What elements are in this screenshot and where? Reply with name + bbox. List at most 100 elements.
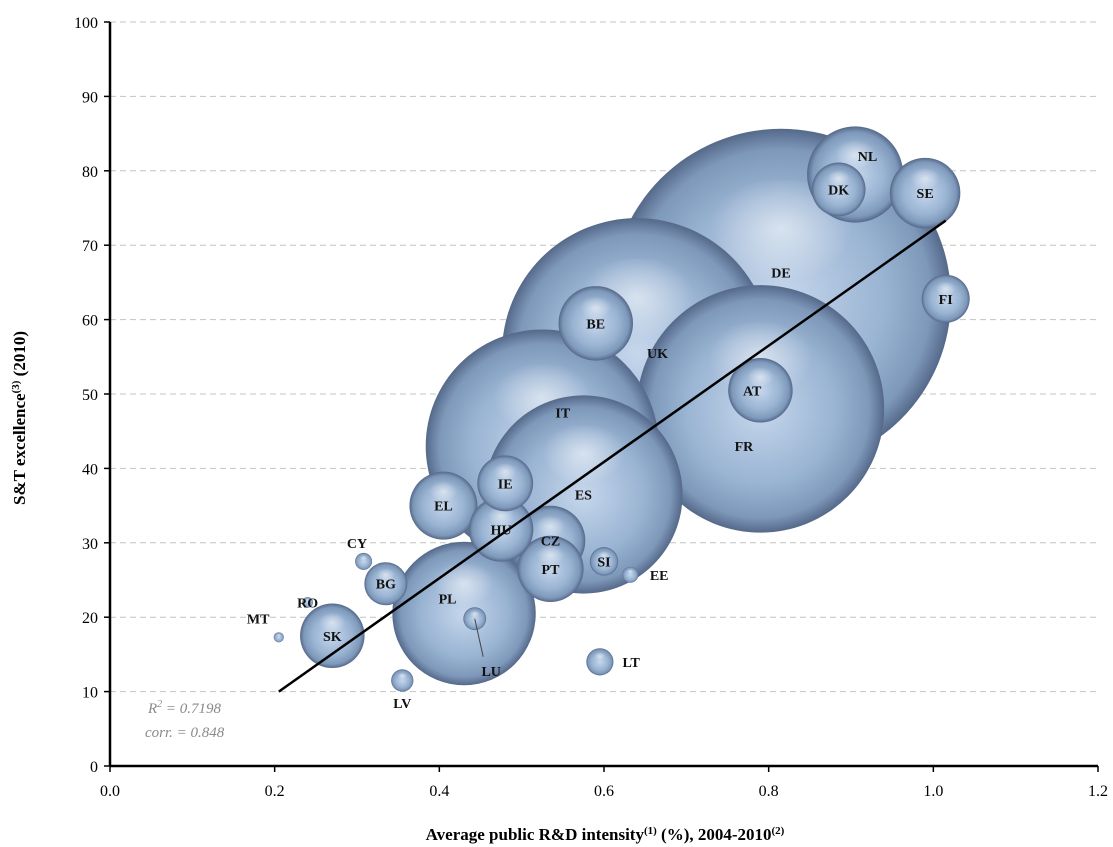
y-axis-title-sup: (3) xyxy=(10,380,22,393)
x-tick-0.8: 0.8 xyxy=(759,783,779,800)
bubble-mt xyxy=(273,632,284,643)
y-tick-30: 30 xyxy=(82,536,98,553)
label-de: DE xyxy=(771,267,790,282)
bubble-at xyxy=(728,358,793,423)
label-lv: LV xyxy=(393,697,411,712)
label-lu: LU xyxy=(481,665,500,680)
y-axis-title-main: S&T excellence xyxy=(10,393,29,505)
bubble-shine-dk xyxy=(822,170,855,195)
bubble-si xyxy=(589,547,619,576)
bubble-sk xyxy=(300,603,365,669)
label-at: AT xyxy=(743,384,762,399)
bubble-bg xyxy=(364,562,408,606)
bubble-shine-mt xyxy=(275,633,282,639)
bubble-el xyxy=(409,471,478,540)
bubble-shine-ro xyxy=(304,598,311,604)
y-tick-20: 20 xyxy=(82,610,98,627)
label-si: SI xyxy=(597,555,610,570)
axes xyxy=(104,21,1099,772)
y-tick-0: 0 xyxy=(90,759,98,776)
bubble-shine-bg xyxy=(372,568,399,589)
bubble-shine-fi xyxy=(931,281,961,304)
bubbles xyxy=(273,126,970,692)
bubble-shine-el xyxy=(423,481,464,513)
bubble-shine-cy xyxy=(358,555,369,564)
label-el: EL xyxy=(434,500,453,515)
r2-stat-sup: 2 xyxy=(157,699,162,710)
bubble-shine-pt xyxy=(530,545,571,576)
x-axis-title-mid: (%), 2004-2010 xyxy=(657,825,772,844)
bubble-shine-ie xyxy=(488,463,522,489)
bubble-shine-ee xyxy=(625,569,636,577)
bubble-shine-pl xyxy=(420,563,508,628)
x-tick-0.6: 0.6 xyxy=(594,783,614,800)
y-axis-title-tail: (2010) xyxy=(10,331,29,381)
corr-stat: corr. = 0.848 xyxy=(145,725,225,741)
bubble-pt xyxy=(517,535,584,602)
leader-line-lu xyxy=(474,618,484,657)
x-tick-0.4: 0.4 xyxy=(429,783,449,800)
y-tick-50: 50 xyxy=(82,387,98,404)
x-tick-1.0: 1.0 xyxy=(923,783,943,800)
bubble-fi xyxy=(921,274,970,323)
bubble-shine-lu xyxy=(467,610,482,621)
label-ie: IE xyxy=(498,477,513,492)
r2-stat-label: R xyxy=(147,701,157,717)
y-tick-70: 70 xyxy=(82,238,98,255)
bubble-lt xyxy=(586,648,614,676)
label-ee: EE xyxy=(650,569,669,584)
bubble-se xyxy=(889,157,961,229)
trendline xyxy=(278,219,947,693)
y-tick-100: 100 xyxy=(74,15,98,32)
label-it: IT xyxy=(555,407,570,422)
x-axis-title-main: Average public R&D intensity xyxy=(426,825,645,844)
bubble-shine-lt xyxy=(591,652,609,665)
bubble-ee xyxy=(622,566,639,583)
bubble-cy xyxy=(355,552,373,570)
label-pl: PL xyxy=(439,593,457,608)
label-cy: CY xyxy=(347,537,367,552)
bubble-shine-se xyxy=(903,168,947,201)
bubble-ro xyxy=(302,596,313,608)
y-axis-title: S&T excellence(3) (2010) xyxy=(10,331,29,505)
tick-labels: 0 10 20 30 40 50 60 70 80 90 100 0.0 0.2 0.4 0.6 0.8 1.0… xyxy=(74,15,1108,800)
label-dk: DK xyxy=(828,183,849,198)
x-axis-title: Average public R&D intensity(1) (%), 200… xyxy=(426,825,785,844)
r2-stat: R2 = 0.7198 xyxy=(147,699,222,717)
bubble-lv xyxy=(391,669,414,692)
bubble-be xyxy=(558,286,634,361)
label-pt: PT xyxy=(542,563,561,578)
label-fi: FI xyxy=(939,293,953,308)
bubble-pl xyxy=(392,541,536,686)
label-hu: HU xyxy=(491,523,512,538)
bubble-shine-es xyxy=(523,425,643,515)
trendline-line xyxy=(278,219,947,693)
y-tick-90: 90 xyxy=(82,89,98,106)
x-tick-0.2: 0.2 xyxy=(265,783,285,800)
label-lt: LT xyxy=(622,656,640,671)
y-tick-40: 40 xyxy=(82,461,98,478)
label-uk: UK xyxy=(647,347,668,362)
label-bg: BG xyxy=(376,578,396,593)
label-ro: RO xyxy=(297,596,318,611)
label-sk: SK xyxy=(323,630,342,645)
label-fr: FR xyxy=(735,440,755,455)
bubble-shine-be xyxy=(573,297,619,331)
label-be: BE xyxy=(586,317,605,332)
y-tick-10: 10 xyxy=(82,685,98,702)
y-tick-80: 80 xyxy=(82,164,98,181)
bubble-lu xyxy=(463,607,487,631)
r2-stat-value: = 0.7198 xyxy=(162,701,221,717)
bubble-shine-lv xyxy=(395,672,409,683)
label-mt: MT xyxy=(247,613,270,628)
x-tick-0.0: 0.0 xyxy=(100,783,120,800)
bubble-dk xyxy=(811,162,866,217)
bubble-shine-sk xyxy=(312,613,352,643)
label-nl: NL xyxy=(858,150,877,165)
label-cz: CZ xyxy=(541,535,560,550)
bubble-ie xyxy=(477,455,534,512)
bubble-labels: DE FR UK IT ES PL NL BE SE AT DK FI CZ PT EL HU IE SK BG RO… xyxy=(247,150,953,712)
bubble-shine-at xyxy=(741,367,780,397)
x-tick-1.2: 1.2 xyxy=(1088,783,1108,800)
